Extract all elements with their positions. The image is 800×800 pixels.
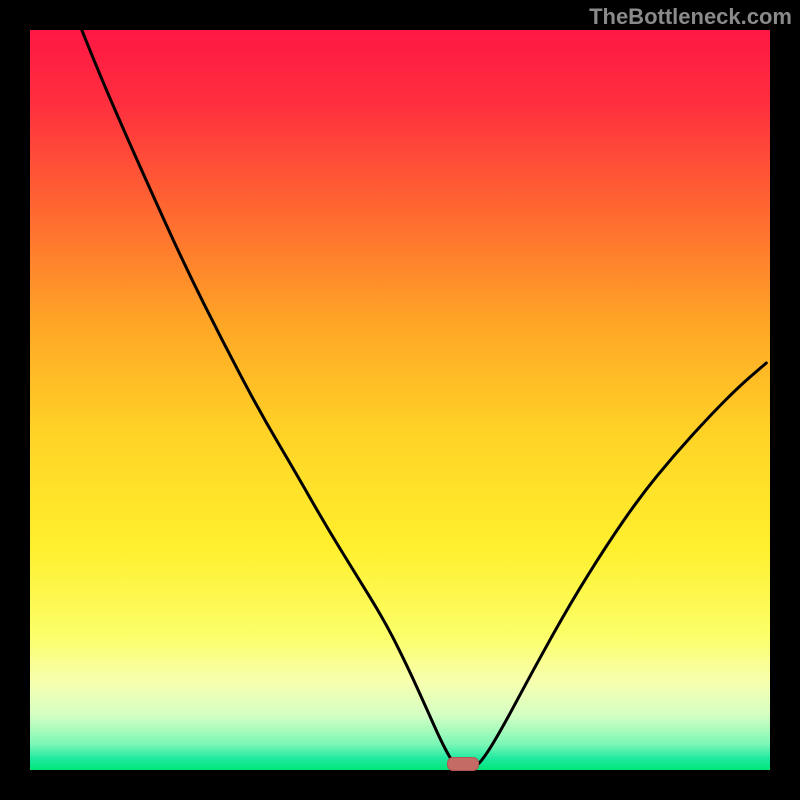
plot-area [30,30,770,770]
chart-frame: TheBottleneck.com [0,0,800,800]
optimum-marker [447,757,479,771]
attribution-text: TheBottleneck.com [589,4,792,29]
v-curve [30,30,770,770]
curve-path [82,30,767,769]
attribution-label: TheBottleneck.com [589,4,792,30]
